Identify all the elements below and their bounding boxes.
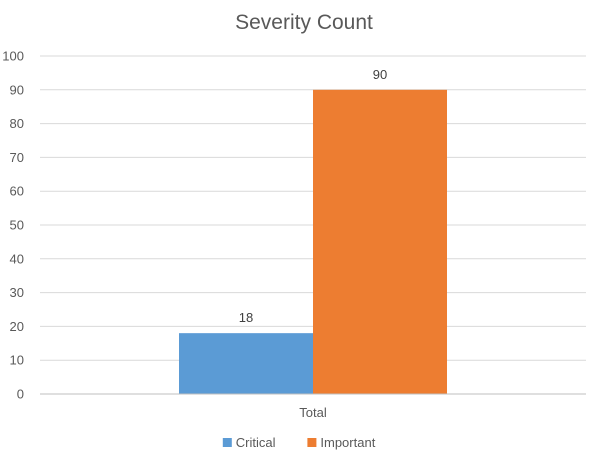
y-tick-label: 100 [2, 49, 24, 64]
y-tick-label: 10 [10, 353, 24, 368]
y-tick-label: 80 [10, 116, 24, 131]
legend-swatch-important [307, 438, 317, 447]
data-label-important: 90 [373, 67, 387, 82]
y-tick-label: 50 [10, 218, 24, 233]
y-tick-label: 90 [10, 82, 24, 97]
bars [179, 89, 447, 395]
y-tick-label: 30 [10, 285, 24, 300]
legend-swatch-critical [222, 438, 232, 447]
chart-title: Severity Count [235, 11, 373, 34]
bar-critical [179, 333, 313, 394]
legend: Critical Important [222, 435, 376, 450]
y-tick-label: 20 [10, 319, 24, 334]
y-tick-label: 60 [10, 184, 24, 199]
legend-label-important: Important [320, 435, 375, 450]
legend-label-critical: Critical [236, 435, 276, 450]
x-axis: Total [40, 393, 586, 420]
y-tick-label: 40 [10, 251, 24, 266]
y-tick-label: 70 [10, 150, 24, 165]
y-tick-label: 0 [17, 387, 24, 402]
data-label-critical: 18 [239, 310, 253, 325]
y-axis: 0 10 20 30 40 50 60 70 80 90 100 [2, 49, 24, 402]
x-tick-label: Total [299, 405, 327, 420]
bar-important [313, 89, 447, 395]
